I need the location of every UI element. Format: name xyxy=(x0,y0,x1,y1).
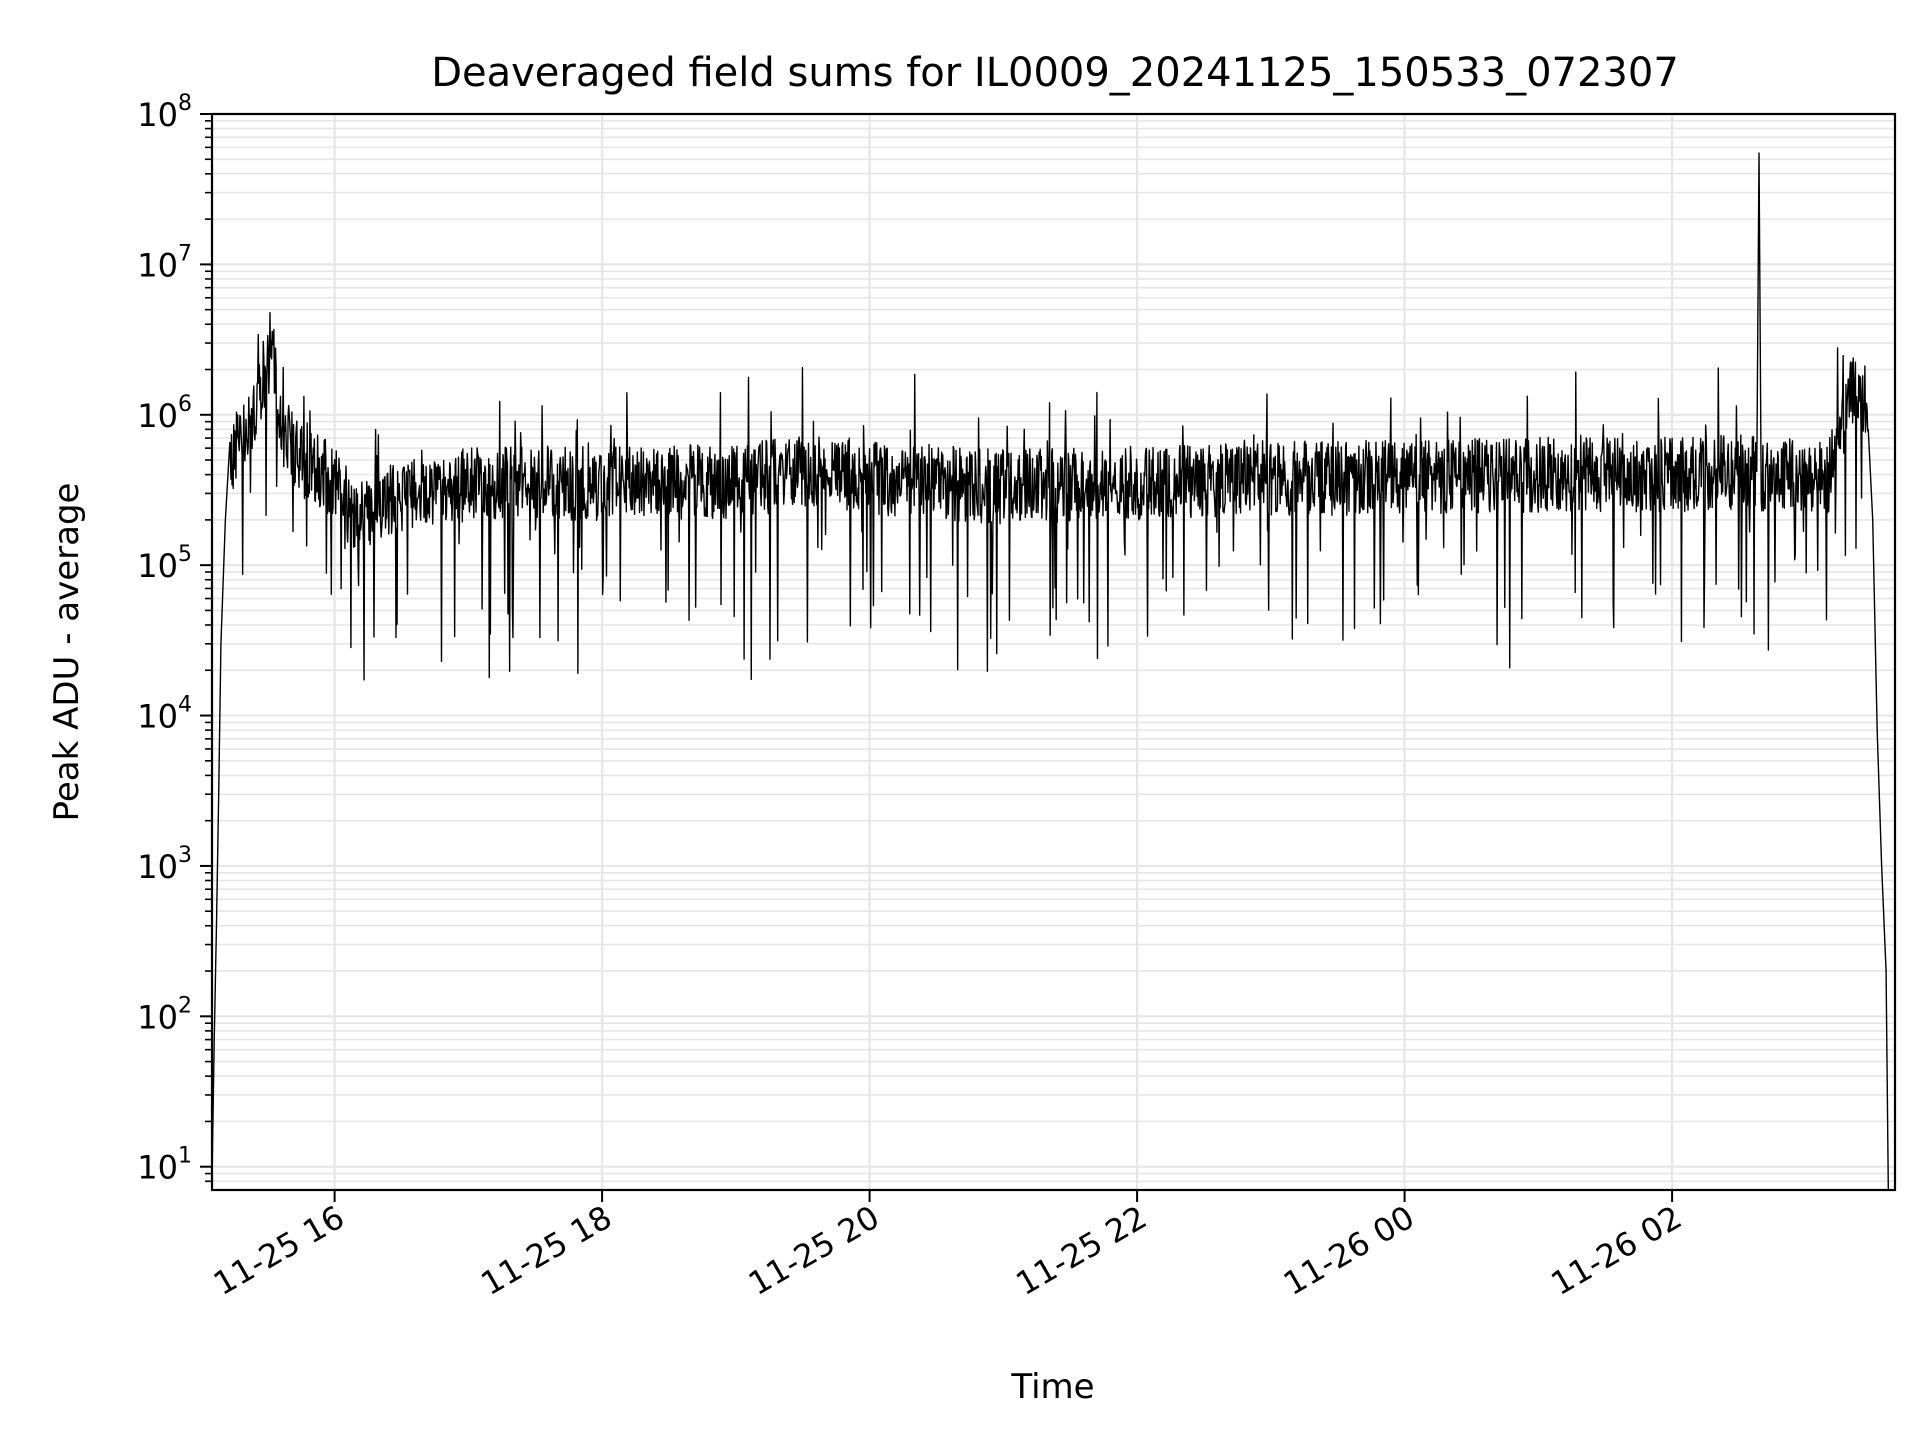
y-tick-exponent: 1 xyxy=(178,1144,192,1169)
y-tick-label: 108 xyxy=(137,91,192,134)
y-tick-base: 10 xyxy=(137,998,178,1036)
y-tick-label: 103 xyxy=(137,843,192,886)
y-tick-exponent: 2 xyxy=(178,993,192,1018)
data-series-line-0 xyxy=(211,152,1890,1191)
y-tick-base: 10 xyxy=(137,698,178,736)
chart-title: Deaveraged field sums for IL0009_2024112… xyxy=(431,50,1679,96)
y-axis-label: Peak ADU - average xyxy=(47,483,87,822)
y-tick-base: 10 xyxy=(137,848,178,886)
y-tick-label: 102 xyxy=(137,993,192,1036)
y-tick-label: 104 xyxy=(137,693,192,736)
y-tick-label: 106 xyxy=(137,392,192,435)
y-tick-base: 10 xyxy=(137,246,178,284)
plot-frame xyxy=(210,112,1897,1192)
y-tick-base: 10 xyxy=(137,397,178,435)
y-tick-label: 101 xyxy=(137,1144,192,1187)
y-tick-base: 10 xyxy=(137,96,178,134)
y-tick-exponent: 3 xyxy=(178,843,192,868)
y-tick-exponent: 5 xyxy=(178,542,192,567)
y-tick-exponent: 4 xyxy=(178,693,192,718)
y-tick-exponent: 6 xyxy=(178,392,192,417)
plot-area xyxy=(211,152,1890,1191)
y-tick-base: 10 xyxy=(137,1149,178,1187)
x-axis-label: Time xyxy=(1010,1367,1094,1407)
y-tick-label: 107 xyxy=(137,241,192,284)
y-tick-label: 105 xyxy=(137,542,192,585)
y-tick-exponent: 7 xyxy=(178,241,192,266)
y-tick-base: 10 xyxy=(137,547,178,585)
y-tick-exponent: 8 xyxy=(178,91,192,116)
